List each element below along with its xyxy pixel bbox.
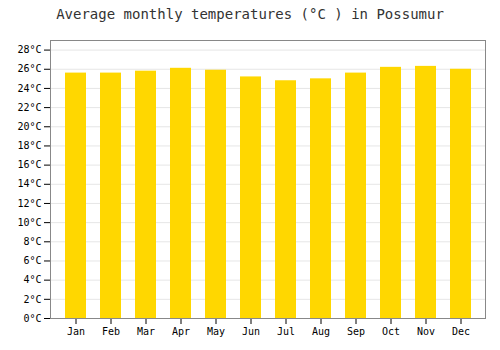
svg-text:16°C: 16°C — [17, 159, 41, 170]
svg-text:14°C: 14°C — [17, 178, 41, 189]
svg-text:18°C: 18°C — [17, 140, 41, 151]
svg-text:2°C: 2°C — [23, 294, 41, 305]
svg-text:Mar: Mar — [137, 326, 155, 337]
svg-text:4°C: 4°C — [23, 274, 41, 285]
svg-text:6°C: 6°C — [23, 255, 41, 266]
svg-text:20°C: 20°C — [17, 121, 41, 132]
html-text:Average monthly temperatures (: Average monthly temperatures (°C ) in Po… — [56, 6, 444, 22]
svg-text:Jan: Jan — [67, 326, 85, 337]
svg-text:Jun: Jun — [242, 326, 260, 337]
svg-text:12°C: 12°C — [17, 198, 41, 209]
svg-text:Apr: Apr — [172, 326, 190, 337]
svg-text:22°C: 22°C — [17, 102, 41, 113]
svg-text:26°C: 26°C — [17, 63, 41, 74]
svg-text:May: May — [207, 326, 225, 337]
svg-text:Oct: Oct — [382, 326, 400, 337]
svg-text:8°C: 8°C — [23, 236, 41, 247]
svg-text:Nov: Nov — [417, 326, 435, 337]
svg-text:0°C: 0°C — [23, 313, 41, 324]
svg-text:10°C: 10°C — [17, 217, 41, 228]
svg-text:Aug: Aug — [312, 326, 330, 337]
svg-text:28°C: 28°C — [17, 44, 41, 55]
svg-text:Jul: Jul — [277, 326, 295, 337]
svg-text:Feb: Feb — [102, 326, 120, 337]
svg-text:24°C: 24°C — [17, 83, 41, 94]
svg-text:Sep: Sep — [347, 326, 365, 337]
svg-text:Dec: Dec — [452, 326, 470, 337]
